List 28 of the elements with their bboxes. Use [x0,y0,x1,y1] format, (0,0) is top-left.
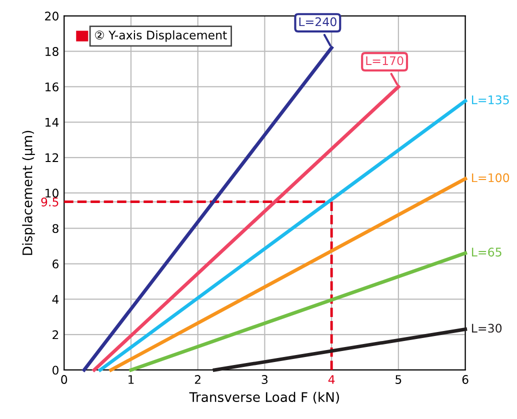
x-axis-title: Transverse Load F (kN) [189,392,339,404]
y-tick-label: 6 [52,259,59,268]
y-tick-label: 12 [46,153,58,162]
y-tick-label: 9.5 [41,198,58,206]
series-label: L=100 [472,173,510,182]
series-label: L=135 [472,95,509,104]
series-label: L=240 [299,17,336,26]
y-tick-label: 18 [46,47,58,56]
annotation: ② Y-axis Displacement [95,30,227,42]
y-tick-label: 10 [46,188,58,198]
y-tick-label: 14 [46,118,59,127]
y-tick-label: 16 [46,82,59,92]
y-tick-label: 20 [45,12,58,21]
x-tick-label: 5 [396,375,402,384]
x-tick-label: 4 [328,375,335,384]
x-tick-label: 2 [194,375,200,384]
y-tick-label: 8 [52,224,58,234]
y-tick-label: 4 [52,295,59,304]
x-tick-label: 6 [462,375,468,384]
x-tick-label: 3 [262,375,268,384]
y-tick-label: 0 [52,366,58,375]
x-tick-label: 0 [61,375,68,384]
x-tick-label: 1 [128,375,134,384]
y-tick-label: 2 [52,330,58,340]
series-label: L=170 [366,56,404,66]
series-label: L=65 [472,248,502,257]
y-axis-title: Displacement (μm) [22,130,35,255]
series-label: L=30 [472,324,502,333]
